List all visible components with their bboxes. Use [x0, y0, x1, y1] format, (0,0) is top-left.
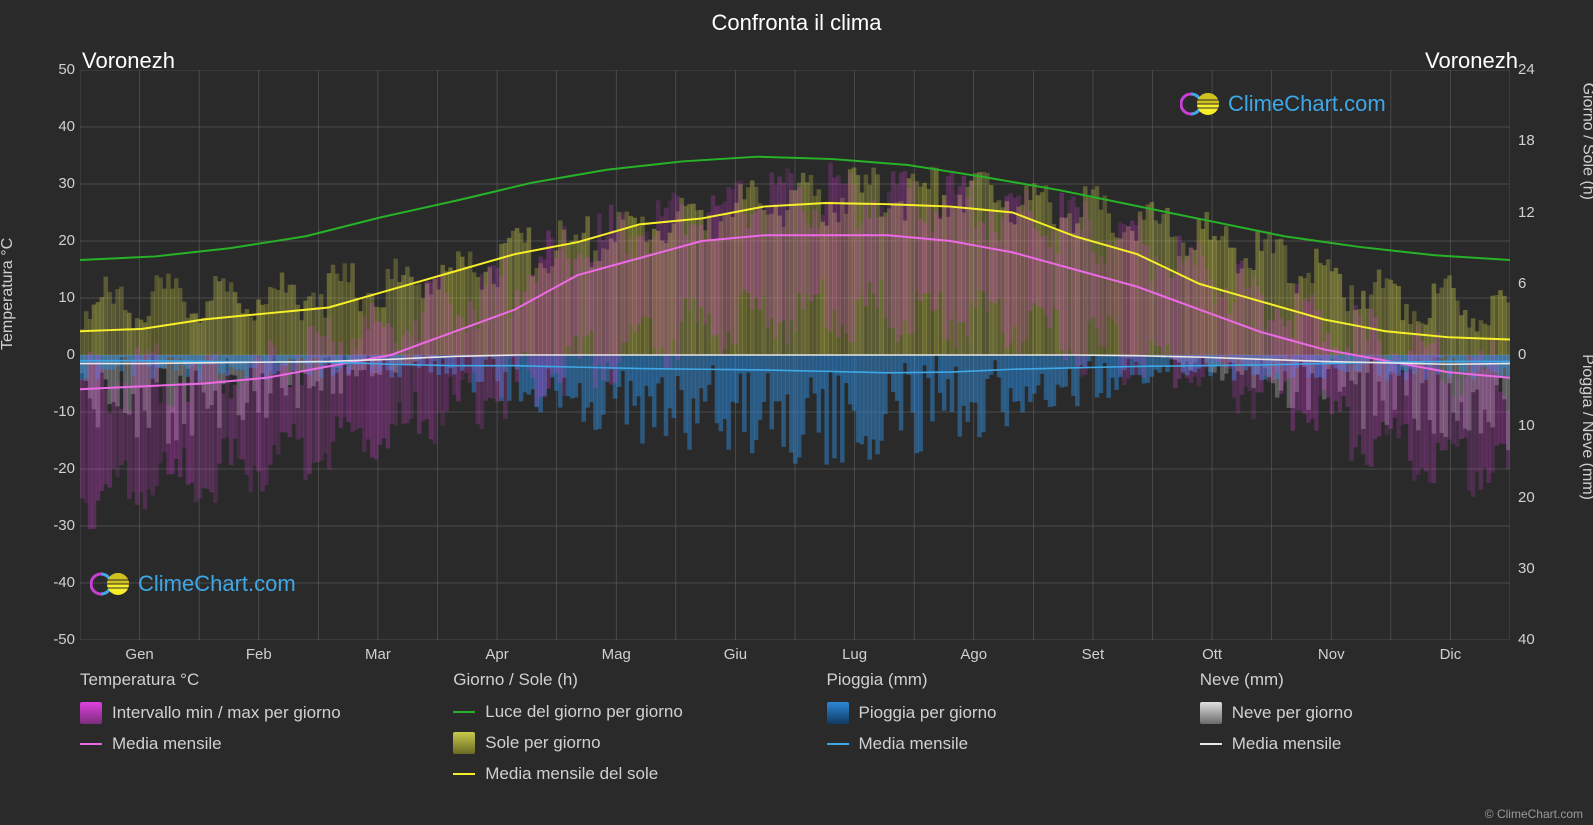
brand-logo-icon	[1180, 90, 1224, 118]
x-tick-month: Ago	[960, 646, 987, 663]
brand-logo-icon	[90, 570, 134, 598]
copyright: © ClimeChart.com	[1485, 807, 1583, 821]
y-tick-left: 40	[30, 118, 75, 135]
watermark-top: ClimeChart.com	[1180, 90, 1386, 118]
y-tick-left: -20	[30, 460, 75, 477]
y-tick-right-mm: 40	[1518, 631, 1563, 648]
legend-label: Sole per giorno	[485, 733, 600, 753]
legend-item: Media mensile	[1200, 734, 1553, 754]
legend-label: Luce del giorno per giorno	[485, 702, 683, 722]
y-tick-left: 20	[30, 232, 75, 249]
legend-label: Media mensile del sole	[485, 764, 658, 784]
x-tick-month: Mar	[365, 646, 391, 663]
y-tick-right-hours: 6	[1518, 275, 1563, 292]
y-tick-right-hours: 12	[1518, 204, 1563, 221]
y-tick-left: -50	[30, 631, 75, 648]
x-tick-month: Nov	[1318, 646, 1345, 663]
legend-label: Intervallo min / max per giorno	[112, 703, 341, 723]
y-tick-right-mm: 30	[1518, 560, 1563, 577]
y-tick-left: -40	[30, 574, 75, 591]
legend-label: Media mensile	[112, 734, 222, 754]
watermark-bottom: ClimeChart.com	[90, 570, 296, 598]
legend-label: Neve per giorno	[1232, 703, 1353, 723]
chart-title: Confronta il clima	[0, 10, 1593, 36]
legend-item: Luce del giorno per giorno	[453, 702, 806, 722]
legend-header: Pioggia (mm)	[827, 670, 1180, 690]
legend-swatch	[827, 702, 849, 724]
legend-label: Media mensile	[1232, 734, 1342, 754]
legend-column: Temperatura °C Intervallo min / max per g…	[80, 670, 433, 794]
y-axis-right-bot-label: Pioggia / Neve (mm)	[1578, 354, 1593, 500]
y-axis-left-label: Temperatura °C	[0, 238, 17, 350]
x-tick-month: Giu	[724, 646, 747, 663]
x-tick-month: Lug	[842, 646, 867, 663]
legend-label: Media mensile	[859, 734, 969, 754]
chart-container: Confronta il clima Voronezh Voronezh Tem…	[0, 0, 1593, 825]
y-tick-right-mm: 10	[1518, 417, 1563, 434]
legend-swatch	[453, 711, 475, 713]
legend-swatch	[1200, 702, 1222, 724]
legend-label: Pioggia per giorno	[859, 703, 997, 723]
y-tick-left: -30	[30, 517, 75, 534]
legend-item: Intervallo min / max per giorno	[80, 702, 433, 724]
plot-svg	[80, 70, 1510, 640]
legend-column: Neve (mm) Neve per giorno Media mensile	[1200, 670, 1553, 794]
legend-swatch	[453, 732, 475, 754]
x-tick-month: Ott	[1202, 646, 1222, 663]
x-tick-month: Apr	[485, 646, 508, 663]
legend-swatch	[80, 702, 102, 724]
x-tick-month: Set	[1082, 646, 1105, 663]
y-tick-right-hours: 18	[1518, 132, 1563, 149]
legend-header: Neve (mm)	[1200, 670, 1553, 690]
x-tick-month: Feb	[246, 646, 272, 663]
legend-item: Media mensile	[80, 734, 433, 754]
x-tick-month: Dic	[1440, 646, 1462, 663]
y-tick-left: 10	[30, 289, 75, 306]
legend-swatch	[453, 773, 475, 775]
y-tick-right-hours: 0	[1518, 346, 1563, 363]
legend-swatch	[827, 743, 849, 745]
legend-swatch	[80, 743, 102, 745]
legend-column: Giorno / Sole (h) Luce del giorno per gio…	[453, 670, 806, 794]
y-tick-left: 50	[30, 61, 75, 78]
legend-item: Sole per giorno	[453, 732, 806, 754]
y-axis-right-top-label: Giorno / Sole (h)	[1578, 83, 1593, 200]
y-tick-left: 0	[30, 346, 75, 363]
legend-item: Pioggia per giorno	[827, 702, 1180, 724]
y-tick-right-mm: 20	[1518, 489, 1563, 506]
plot-area	[80, 70, 1510, 640]
legend-header: Giorno / Sole (h)	[453, 670, 806, 690]
brand-text: ClimeChart.com	[138, 571, 296, 597]
y-tick-left: -10	[30, 403, 75, 420]
legend: Temperatura °C Intervallo min / max per g…	[80, 670, 1553, 794]
legend-item: Media mensile del sole	[453, 764, 806, 784]
y-tick-left: 30	[30, 175, 75, 192]
y-tick-right-hours: 24	[1518, 61, 1563, 78]
legend-header: Temperatura °C	[80, 670, 433, 690]
legend-column: Pioggia (mm) Pioggia per giorno Media mens…	[827, 670, 1180, 794]
x-tick-month: Mag	[602, 646, 631, 663]
legend-swatch	[1200, 743, 1222, 745]
legend-item: Media mensile	[827, 734, 1180, 754]
brand-text: ClimeChart.com	[1228, 91, 1386, 117]
legend-item: Neve per giorno	[1200, 702, 1553, 724]
x-tick-month: Gen	[125, 646, 153, 663]
